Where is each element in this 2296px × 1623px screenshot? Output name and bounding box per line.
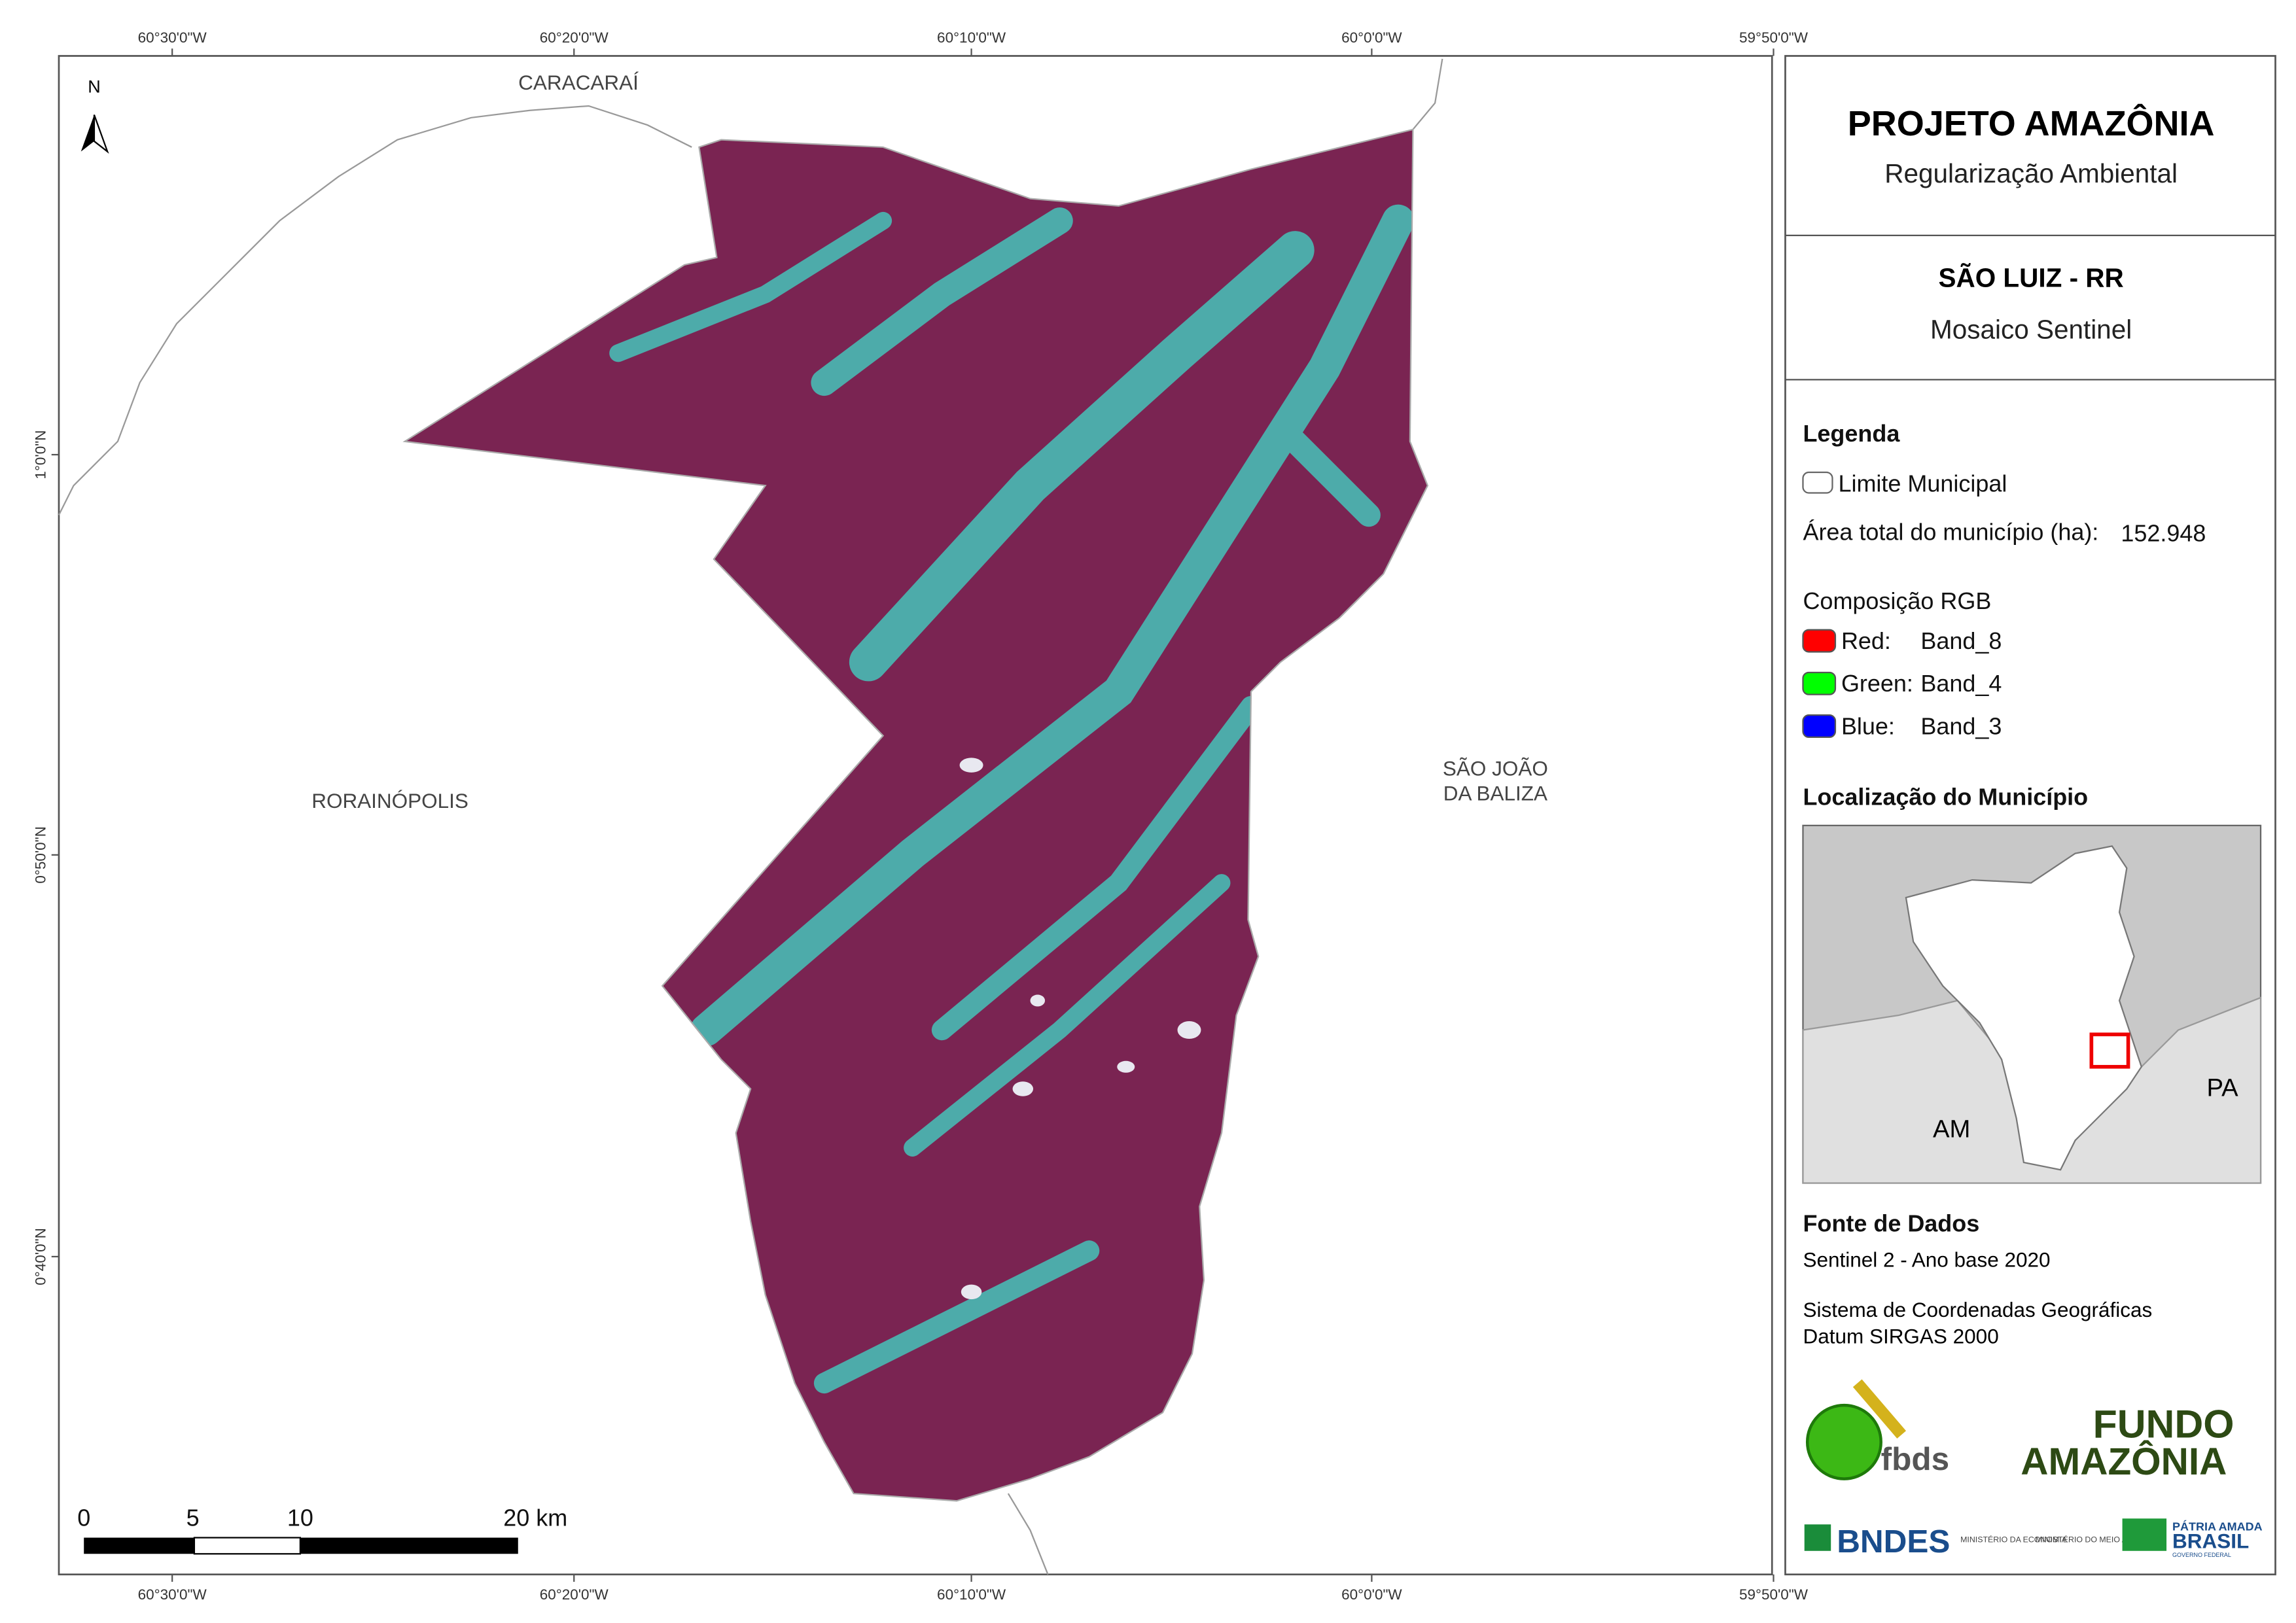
- roraima-state: [1905, 845, 2143, 1171]
- logo-fundo: FUNDO: [2093, 1402, 2234, 1446]
- legend-label: Limite Municipal: [1838, 470, 2007, 497]
- crs: Datum SIRGAS 2000: [1803, 1325, 1998, 1348]
- left-tick-label: 1°0'0"N: [33, 430, 49, 480]
- band-label: Red:: [1841, 627, 1891, 654]
- band-swatch: [1802, 629, 1837, 653]
- bottom-tick-label: 60°0'0"W: [1341, 1586, 1402, 1603]
- top-tick-label: 60°10'0"W: [937, 29, 1006, 46]
- logo-fbds: fbds: [1881, 1441, 1949, 1477]
- logo-gov: BRASIL: [2172, 1529, 2249, 1552]
- title: PROJETO AMAZÔNIA: [1848, 103, 2215, 143]
- band-label: Green:: [1841, 670, 1913, 697]
- logo-ministry: MINISTÉRIO DA ECONOMIA: [1960, 1534, 2068, 1544]
- bottom-tick-label: 60°10'0"W: [937, 1586, 1006, 1603]
- north-arrow: [93, 114, 109, 154]
- location-title: Localização do Município: [1803, 783, 2088, 810]
- boundary-line: [1007, 1493, 1049, 1575]
- band-name: Band_4: [1920, 670, 2002, 697]
- scale-label: 20 km: [503, 1505, 567, 1531]
- graticule: 60°30'0"W 60°20'0"W 60°10'0"W 60°0'0"W 59°50…: [33, 29, 1809, 1603]
- place-label: SÃO JOÃO: [1443, 756, 1548, 780]
- bottom-tick-label: 59°50'0"W: [1739, 1586, 1809, 1603]
- band-label: Blue:: [1841, 712, 1895, 739]
- top-tick-label: 59°50'0"W: [1739, 29, 1809, 46]
- logo-flag: [2122, 1518, 2167, 1551]
- sources-title: Fonte de Dados: [1803, 1210, 1979, 1237]
- side-panel: [1784, 55, 2276, 1576]
- band-swatch: [1802, 671, 1837, 695]
- product: Mosaico Sentinel: [1930, 314, 2132, 344]
- top-tick-label: 60°20'0"W: [540, 29, 609, 46]
- scale-label: 5: [186, 1505, 200, 1531]
- logo-fundo: AMAZÔNIA: [2021, 1439, 2227, 1483]
- logo-fbds: [1852, 1379, 1907, 1439]
- place-label: DA BALIZA: [1443, 782, 1547, 805]
- rgb-title: Composição RGB: [1803, 587, 1991, 614]
- area-label: Área total do município (ha):: [1803, 519, 2098, 546]
- scale-label: 10: [287, 1505, 313, 1531]
- boundary-line: [1412, 58, 1443, 130]
- location-marker: [2089, 1032, 2130, 1069]
- north-label: N: [88, 77, 101, 97]
- inset-label: PA: [2206, 1074, 2238, 1102]
- top-tick-label: 60°0'0"W: [1341, 29, 1402, 46]
- scale-label: 0: [77, 1505, 90, 1531]
- logo-bndes: BNDES: [1837, 1524, 1950, 1560]
- bottom-tick-label: 60°30'0"W: [138, 1586, 207, 1603]
- logo-gov: GOVERNO FEDERAL: [2172, 1552, 2231, 1558]
- area-value: 152.948: [2121, 520, 2206, 547]
- left-tick-label: 0°50'0"N: [33, 826, 49, 884]
- logo-bndes: [1804, 1524, 1831, 1551]
- boundary-line: [58, 105, 692, 515]
- scale-segment: [84, 1537, 194, 1554]
- band-name: Band_8: [1920, 627, 2002, 654]
- source: Sentinel 2 - Ano base 2020: [1803, 1248, 2050, 1272]
- left-tick-label: 0°40'0"N: [33, 1228, 49, 1285]
- clouds: [959, 758, 1201, 1300]
- scale-segment: [193, 1537, 301, 1555]
- bottom-tick-label: 60°20'0"W: [540, 1586, 609, 1603]
- scale-segment: [300, 1537, 518, 1554]
- clearings: [609, 204, 1415, 1394]
- logo-fbds: [1805, 1403, 1882, 1480]
- band-swatch: [1802, 714, 1837, 739]
- place-label: RORAINÓPOLIS: [311, 789, 468, 812]
- top-tick-label: 60°30'0"W: [138, 29, 207, 46]
- municipality: SÃO LUIZ - RR: [1938, 263, 2123, 293]
- crs: Sistema de Coordenadas Geográficas: [1803, 1298, 2152, 1321]
- legend-swatch: [1802, 471, 1833, 494]
- logo-gov: PÁTRIA AMADA: [2172, 1519, 2263, 1533]
- subtitle: Regularização Ambiental: [1884, 158, 2178, 188]
- inset-label: AM: [1933, 1115, 1970, 1143]
- band-name: Band_3: [1920, 712, 2002, 739]
- legend-title: Legenda: [1803, 420, 1900, 447]
- place-label: CARACARAÍ: [518, 71, 639, 94]
